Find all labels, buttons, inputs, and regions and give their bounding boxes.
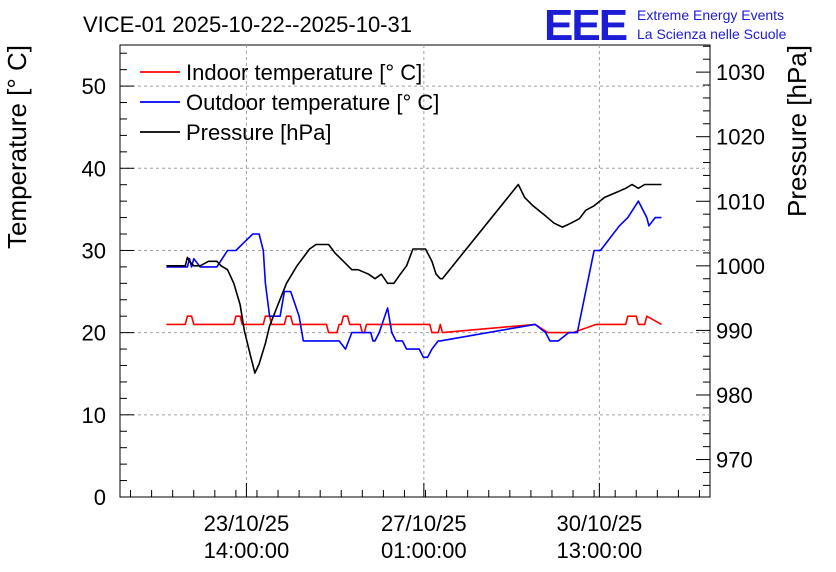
y-tick-label: 40 [82,156,106,181]
chart-title: VICE-01 2025-10-22--2025-10-31 [83,12,412,37]
eee-brand-line2: La Scienza nelle Scuole [637,26,787,42]
y-tick-label: 50 [82,74,106,99]
y2-tick-label: 1030 [716,60,765,85]
y-axis-title: Temperature [° C] [2,45,32,249]
eee-brand-line1: Extreme Energy Events [637,7,784,23]
y-tick-label: 0 [94,485,106,510]
series-line-2 [166,183,662,374]
x-tick-label-time: 01:00:00 [381,538,467,563]
legend-label-2: Pressure [hPa] [186,120,332,145]
y2-tick-label: 1020 [716,125,765,150]
y2-tick-label: 980 [716,383,753,408]
x-tick-label-date: 23/10/25 [204,511,290,536]
x-tick-label-date: 30/10/25 [557,511,643,536]
plot-frame [119,44,711,498]
y2-tick-label: 990 [716,318,753,343]
series-line-0 [166,315,662,334]
x-tick-label-date: 27/10/25 [381,511,467,536]
y2-axis-title: Pressure [hPa] [782,45,812,217]
y-tick-label: 10 [82,403,106,428]
y2-tick-label: 1000 [716,254,765,279]
eee-logo: EEE [544,1,627,50]
y2-tick-label: 1010 [716,189,765,214]
y-tick-label: 30 [82,238,106,263]
x-tick-label-time: 14:00:00 [204,538,290,563]
legend-label-1: Outdoor temperature [° C] [186,90,439,115]
x-tick-label-time: 13:00:00 [557,538,643,563]
y-tick-label: 20 [82,321,106,346]
y2-tick-label: 970 [716,448,753,473]
legend-label-0: Indoor temperature [° C] [186,60,422,85]
series-line-1 [166,200,662,359]
